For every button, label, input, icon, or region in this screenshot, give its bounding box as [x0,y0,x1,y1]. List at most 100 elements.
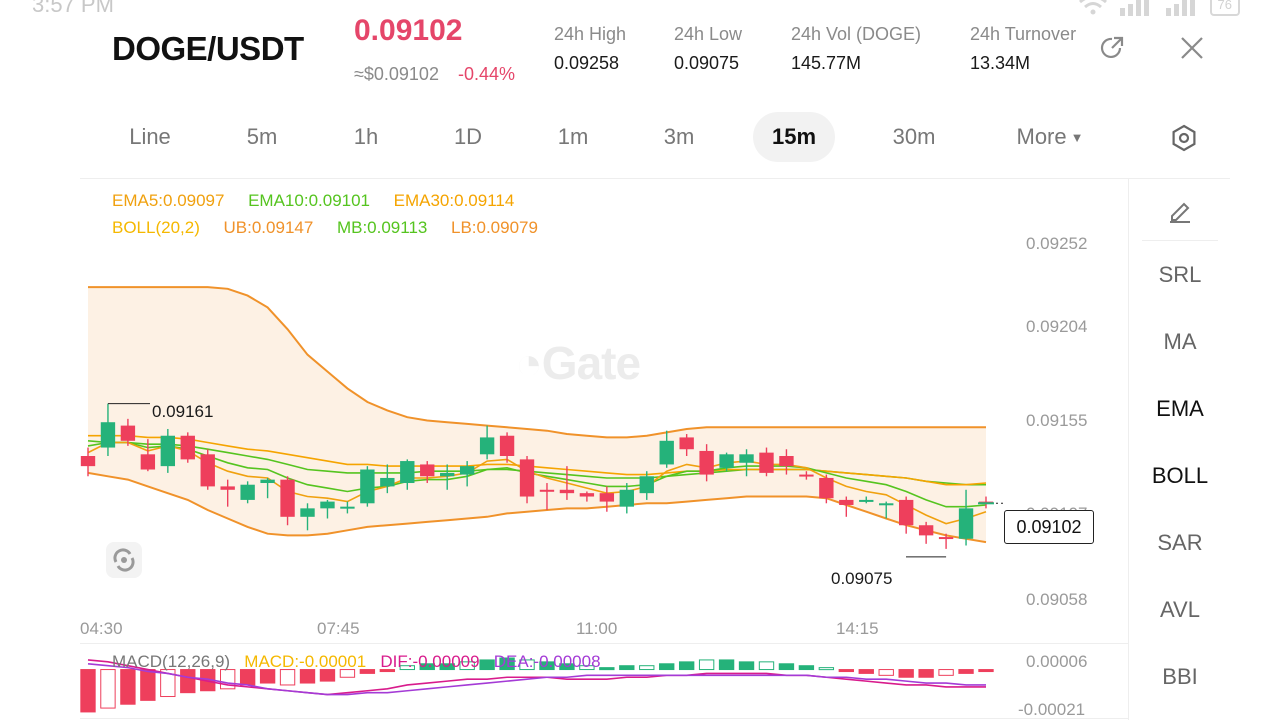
bottom-divider [80,718,1128,719]
macd-histogram-bar [379,669,396,673]
y-tick: 0.09252 [1026,234,1088,253]
macd-histogram-bar [559,663,575,671]
candle-body [719,454,734,468]
macd-histogram-bar [858,669,874,674]
boll-lb-legend: LB:0.09079 [450,218,538,237]
candle-body [799,474,814,477]
candle-body [859,499,874,502]
tab-5m[interactable]: 5m [246,124,278,149]
y-tick: 0.09204 [1026,317,1088,336]
current-price-tag[interactable]: 0.09102 [1004,510,1094,544]
candle-body [100,422,116,448]
candle-body [958,508,974,539]
macd-histogram-bar [399,665,415,671]
tab-1d[interactable]: 1D [453,124,483,149]
signal-icon [1118,0,1154,21]
pencil-icon[interactable] [1130,196,1230,230]
watermark-text: Gate [541,337,641,389]
candle-body [898,499,914,526]
caret-down-icon: ▼ [1070,130,1084,145]
close-icon[interactable] [1178,34,1208,64]
macd-histogram-bar [678,661,695,671]
macd-histogram-bar [898,669,914,678]
macd-histogram-bar [299,669,316,684]
macd-histogram-bar [818,667,835,671]
candle-body [220,486,235,490]
side-item-sar[interactable]: SAR [1157,530,1203,555]
macd-histogram-bar [259,669,276,684]
candle-body [619,489,634,507]
macd-histogram-bar [878,669,894,676]
stat-value: 0.09075 [674,53,740,73]
side-item-ema[interactable]: EMA [1156,396,1204,421]
candle-body [879,503,894,506]
pair-title: DOGE/USDT [112,30,304,67]
battery-icon: 76 [1209,0,1240,16]
stat-label: 24h Turnover [970,24,1077,44]
macd-histogram-bar [698,659,715,671]
macd-histogram-bar [838,669,854,673]
tab-30m[interactable]: 30m [892,124,936,149]
macd-y-bottom: -0.00021 [1018,700,1086,719]
side-item-srl[interactable]: SRL [1158,262,1202,287]
price-change: -0.44% [458,64,516,84]
side-item-ma[interactable]: MA [1163,329,1197,354]
macd-histogram-bar [619,665,635,671]
macd-value: MACD:-0.00001 [244,652,367,671]
reset-view-button[interactable] [106,542,142,578]
timeframe-tabs: Line 5m 1h 1D 1m 3m 15m 30m More ▼ [0,112,1280,162]
boll-ub-legend: UB:0.09147 [223,218,314,237]
side-item-bbi[interactable]: BBI [1162,664,1198,689]
hexagon-settings-icon[interactable] [1164,112,1204,162]
y-tick: 0.09155 [1026,411,1088,430]
last-price: 0.09102 [354,14,463,47]
stat-turnover: 24h Turnover 13.34M [970,24,1090,74]
tab-more-label: More [1016,124,1067,149]
side-item-avl[interactable]: AVL [1160,597,1200,622]
ema5-line [87,441,987,525]
ema-legend: EMA5:0.09097 EMA10:0.09101 EMA30:0.09114 [112,191,514,211]
candle-body [479,437,495,455]
macd-histogram-bar [279,669,296,686]
candle-body [380,477,395,487]
candle-body [320,501,335,509]
tab-line[interactable]: Line [129,124,171,149]
stat-label: 24h Vol (DOGE) [791,24,922,44]
watermark-logo-icon: ◔ [515,337,543,389]
candle-body [519,459,535,497]
candle-body [938,537,954,540]
macd-histogram-bar [738,661,755,671]
tab-1h[interactable]: 1h [353,124,379,149]
ema5-legend: EMA5:0.09097 [112,191,225,210]
macd-histogram-bar [659,663,675,671]
macd-histogram-bar [479,659,495,671]
reset-view-icon [113,548,135,572]
candle-body [400,461,415,484]
tab-1m[interactable]: 1m [557,124,589,149]
candle-body [739,454,754,463]
candle-body [579,493,595,497]
tab-3m[interactable]: 3m [663,124,695,149]
x-tick: 07:45 [317,619,360,638]
side-item-boll[interactable]: BOLL [1151,463,1209,488]
candle-body [80,456,96,467]
tab-15m[interactable]: 15m [753,112,835,162]
stat-value: 0.09258 [554,53,620,73]
high-marker: 0.09161 [152,402,214,421]
candle-body [140,454,156,470]
macd-y-top: 0.00006 [1026,652,1088,671]
macd-histogram-bar [918,669,934,678]
stat-volume: 24h Vol (DOGE) 145.77M [791,24,921,74]
candle-body [280,479,295,517]
candle-body [499,435,515,456]
candle-body [819,477,834,499]
macd-divider [80,643,1128,644]
signal-2-icon [1164,0,1200,21]
candle-body [559,489,575,494]
tab-more[interactable]: More ▼ [1000,112,1100,162]
share-icon[interactable] [1098,34,1128,64]
macd-histogram-bar [639,665,655,671]
ema30-line [88,434,987,486]
wifi-icon [1078,0,1108,21]
